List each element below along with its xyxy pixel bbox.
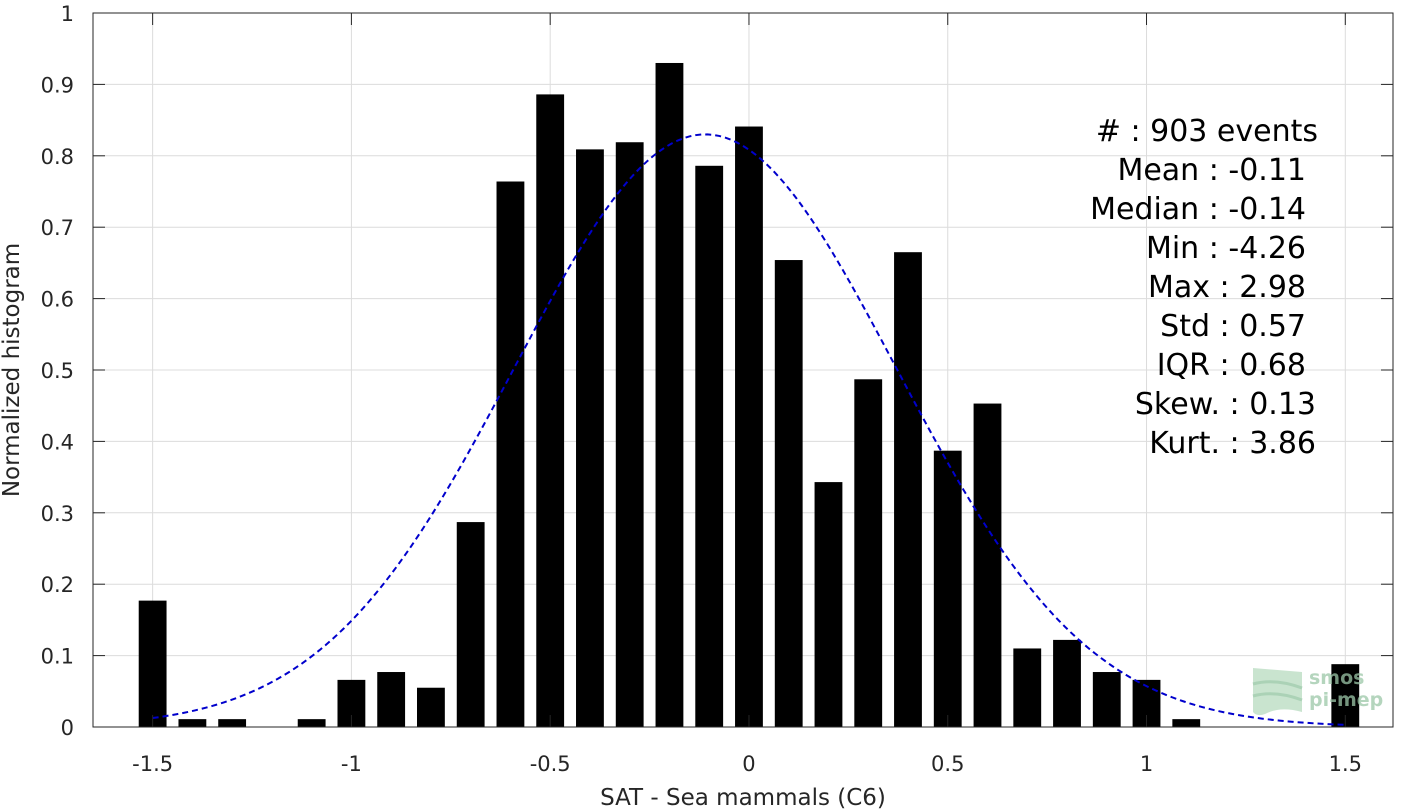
x-tick-label-0: -1.5	[132, 752, 173, 776]
histogram-bars	[138, 62, 1360, 728]
histogram-bar-22	[1053, 639, 1081, 727]
histogram-bar-9	[536, 94, 565, 727]
histogram-bar-11	[615, 142, 644, 727]
histogram-bar-13	[695, 165, 724, 727]
y-tick-label-10: 1	[61, 2, 74, 26]
y-tick-label-5: 0.5	[41, 359, 74, 383]
histogram-bar-21	[1013, 648, 1042, 727]
stat-mean: Mean : -0.11	[1117, 153, 1306, 188]
x-tick-label-2: -0.5	[530, 752, 571, 776]
stat-min: Min : -4.26	[1146, 231, 1306, 266]
stat-iqr: IQR : 0.68	[1157, 348, 1306, 383]
y-tick-label-7: 0.7	[41, 216, 74, 240]
stat-count: # : 903 events	[1096, 114, 1318, 149]
x-axis-ticks: -1.5 -1 -0.5 0 0.5 1 1.5	[132, 13, 1362, 776]
y-tick-label-2: 0.2	[41, 573, 74, 597]
histogram-bar-17	[854, 379, 883, 727]
x-axis-label: SAT - Sea mammals (C6)	[600, 785, 886, 809]
x-tick-label-6: 1.5	[1329, 752, 1362, 776]
x-tick-label-4: 0.5	[931, 752, 964, 776]
stat-max: Max : 2.98	[1148, 270, 1306, 305]
histogram-bar-8	[496, 181, 525, 727]
y-tick-label-4: 0.4	[41, 430, 74, 454]
gaussian-fit-curve	[152, 133, 1346, 726]
histogram-bar-18	[894, 252, 922, 727]
histogram-bar-6	[417, 687, 445, 727]
stat-std: Std : 0.57	[1160, 309, 1306, 344]
histogram-bar-25	[1172, 719, 1201, 727]
y-tick-label-1: 0.1	[41, 645, 74, 669]
histogram-bar-0	[138, 600, 167, 727]
y-tick-label-6: 0.6	[41, 288, 74, 312]
histogram-bar-1	[178, 719, 207, 727]
logo-line2: pi-mep	[1309, 689, 1383, 711]
logo-wave-icon	[1253, 668, 1302, 716]
y-axis-ticks: 0 0.1 0.2 0.3 0.4 0.5 0.6 0.7 0.8 0.9 1	[41, 2, 1393, 740]
stat-median: Median : -0.14	[1090, 192, 1306, 227]
x-tick-label-1: -1	[341, 752, 362, 776]
logo-line1: smos	[1309, 667, 1364, 689]
stat-kurt: Kurt. : 3.86	[1149, 426, 1316, 461]
histogram-bar-16	[814, 482, 843, 727]
y-tick-label-9: 0.9	[41, 73, 74, 97]
y-tick-label-3: 0.3	[41, 502, 74, 526]
histogram-bar-23	[1092, 672, 1121, 727]
smos-pimep-logo: smos pi-mep	[1252, 667, 1383, 716]
y-axis-label: Normalized histogram	[0, 243, 25, 497]
histogram-bar-15	[774, 260, 803, 727]
y-tick-label-8: 0.8	[41, 145, 74, 169]
histogram-bar-20	[973, 403, 1002, 727]
stat-skew: Skew. : 0.13	[1135, 387, 1316, 422]
x-tick-label-5: 1	[1140, 752, 1153, 776]
histogram-bar-3	[297, 719, 326, 727]
histogram-bar-10	[576, 149, 604, 727]
histogram-bar-2	[218, 719, 247, 727]
statistics-box: # : 903 events Mean : -0.11 Median : -0.…	[1090, 114, 1318, 461]
histogram-bar-5	[377, 672, 406, 727]
x-tick-label-3: 0	[742, 752, 755, 776]
histogram-bar-7	[456, 522, 485, 727]
histogram-bar-12	[655, 62, 684, 728]
logo-wave-icon-stripe	[1252, 680, 1303, 702]
y-tick-label-0: 0	[61, 716, 74, 740]
histogram-bar-19	[933, 450, 962, 727]
histogram-bar-14	[735, 126, 763, 727]
